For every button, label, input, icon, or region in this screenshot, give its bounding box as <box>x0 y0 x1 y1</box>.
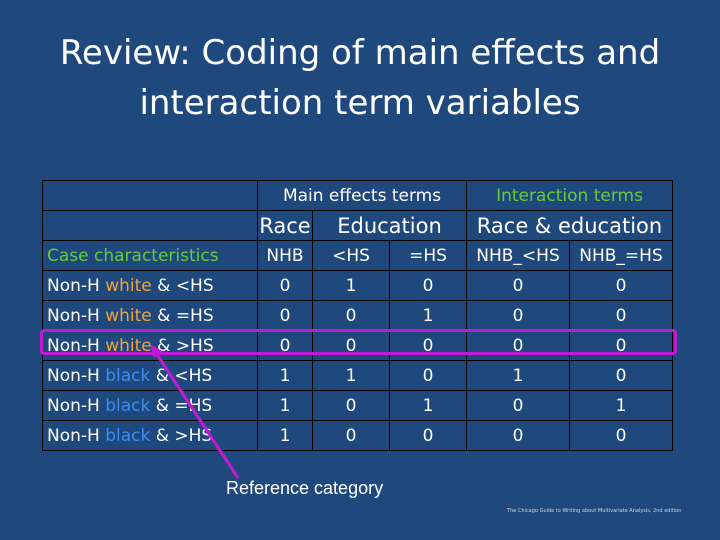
cell-nhb-lths: 0 <box>466 390 570 421</box>
cell-lths: 1 <box>312 360 390 391</box>
cell-nhb-eqhs: 1 <box>569 390 673 421</box>
cell-nhb-lths: 1 <box>466 360 570 391</box>
row-label: Non-H white & =HS <box>42 300 258 331</box>
cell-nhb: 1 <box>257 420 313 451</box>
race-header: Race <box>257 210 313 241</box>
row-prefix: Non-H <box>47 275 106 296</box>
table-row: Non-H black & <HS 1 1 0 1 0 <box>42 360 673 391</box>
row-suffix: & >HS <box>151 335 214 356</box>
row-label: Non-H black & >HS <box>42 420 258 451</box>
column-header-case: Case characteristics <box>42 240 258 271</box>
coding-table: Main effects terms Interaction terms Rac… <box>42 180 673 451</box>
cell-nhb-lths: 0 <box>466 270 570 301</box>
row-prefix: Non-H <box>47 395 106 416</box>
race-word: black <box>105 365 151 386</box>
row-label: Non-H white & <HS <box>42 270 258 301</box>
main-effects-header: Main effects terms <box>257 180 467 211</box>
cell-eqhs: 0 <box>389 270 467 301</box>
cell-nhb-lths: 0 <box>466 330 570 361</box>
cell-lths: 0 <box>312 300 390 331</box>
cell-nhb-lths: 0 <box>466 420 570 451</box>
column-header-nhb-lths: NHB_<HS <box>466 240 570 271</box>
cell-nhb: 0 <box>257 300 313 331</box>
row-suffix: & <HS <box>151 275 214 296</box>
cell-nhb-lths: 0 <box>466 300 570 331</box>
column-header-row: Case characteristics NHB <HS =HS NHB_<HS… <box>42 240 673 271</box>
empty-cell <box>42 180 258 211</box>
table-row: Non-H white & =HS 0 0 1 0 0 <box>42 300 673 331</box>
cell-eqhs: 0 <box>389 420 467 451</box>
cell-lths: 0 <box>312 420 390 451</box>
column-header-nhb: NHB <box>257 240 313 271</box>
column-header-nhb-eqhs: NHB_=HS <box>569 240 673 271</box>
cell-nhb-eqhs: 0 <box>569 420 673 451</box>
cell-lths: 1 <box>312 270 390 301</box>
cell-nhb-eqhs: 0 <box>569 270 673 301</box>
cell-eqhs: 1 <box>389 390 467 421</box>
table-row: Non-H black & =HS 1 0 1 0 1 <box>42 390 673 421</box>
cell-nhb-eqhs: 0 <box>569 300 673 331</box>
row-prefix: Non-H <box>47 365 106 386</box>
column-header-lths: <HS <box>312 240 390 271</box>
race-word: black <box>105 425 151 446</box>
row-prefix: Non-H <box>47 425 106 446</box>
cell-nhb: 0 <box>257 270 313 301</box>
row-label: Non-H black & <HS <box>42 360 258 391</box>
row-suffix: & =HS <box>150 395 213 416</box>
cell-nhb: 1 <box>257 390 313 421</box>
table-row: Non-H white & <HS 0 1 0 0 0 <box>42 270 673 301</box>
cell-lths: 0 <box>312 390 390 421</box>
race-word: black <box>105 395 151 416</box>
citation-text: The Chicago Guide to Writing about Multi… <box>507 508 682 514</box>
table-row: Non-H black & >HS 1 0 0 0 0 <box>42 420 673 451</box>
education-header: Education <box>312 210 467 241</box>
race-education-header: Race & education <box>466 210 673 241</box>
row-suffix: & >HS <box>150 425 213 446</box>
race-word: white <box>105 275 152 296</box>
slide-title: Review: Coding of main effects and inter… <box>0 28 720 128</box>
cell-nhb-eqhs: 0 <box>569 360 673 391</box>
row-suffix: & <HS <box>150 365 213 386</box>
interaction-header: Interaction terms <box>466 180 673 211</box>
race-word: white <box>105 305 152 326</box>
column-header-eqhs: =HS <box>389 240 467 271</box>
cell-eqhs: 0 <box>389 360 467 391</box>
reference-category-label: Reference category <box>226 478 384 498</box>
row-suffix: & =HS <box>151 305 214 326</box>
group-header-row: Main effects terms Interaction terms <box>42 180 673 211</box>
sub-header-row: Race Education Race & education <box>42 210 673 241</box>
title-line-1: Review: Coding of main effects and <box>59 33 661 73</box>
cell-eqhs: 1 <box>389 300 467 331</box>
table-row-reference: Non-H white & >HS 0 0 0 0 0 <box>42 330 673 361</box>
race-word: white <box>105 335 152 356</box>
reference-row-highlight <box>40 329 677 355</box>
row-prefix: Non-H <box>47 305 106 326</box>
row-prefix: Non-H <box>47 335 106 356</box>
row-label: Non-H black & =HS <box>42 390 258 421</box>
title-line-2: interaction term variables <box>139 83 581 123</box>
empty-cell <box>42 210 258 241</box>
cell-nhb: 1 <box>257 360 313 391</box>
